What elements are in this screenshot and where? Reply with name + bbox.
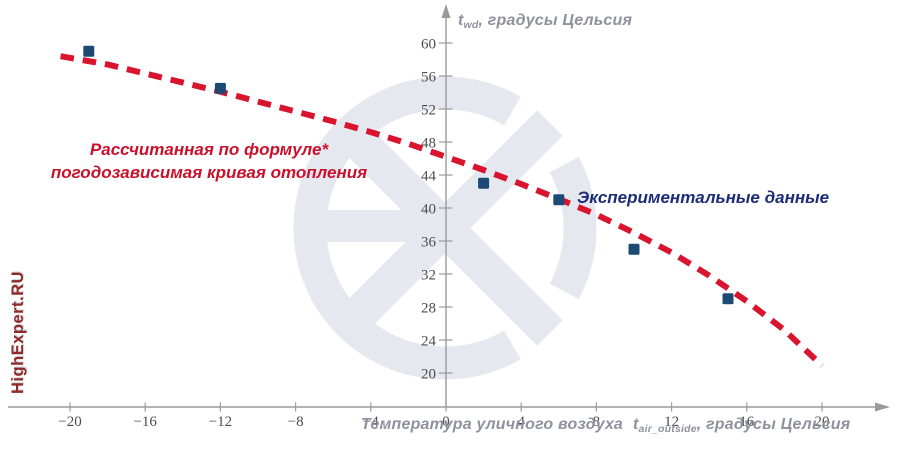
curve-annotation-line2: погодозависимая кривая отопления [50,163,368,182]
data-point-marker [553,194,565,206]
y-tick-label: 60 [421,37,436,53]
watermark-circle-arc-right [549,156,597,300]
x-axis-title-suffix: , градусы Цельсия [696,416,851,433]
x-tick-label: 20 [815,414,830,430]
y-tick-label: 32 [421,268,436,284]
x-axis-symbol: t [633,416,639,433]
y-tick-label: 36 [421,235,437,251]
y-tick-label: 40 [421,202,436,218]
data-point-marker [83,45,95,57]
x-axis-title-prefix: Температура уличного воздуха [361,416,623,433]
heating-curve-dashed-line [60,53,825,368]
x-tick-label: −20 [58,414,81,430]
data-point-marker [478,177,490,189]
series-annotation: Экспериментальные данные [577,188,830,207]
x-tick-label: 16 [739,414,755,430]
y-tick-label: 48 [421,136,436,152]
x-axis-ticks [69,402,823,412]
x-axis-title: Температура уличного воздуха tair_outside… [361,416,850,435]
y-axis-tick-labels: 20 24 28 32 36 40 44 48 52 56 60 [421,37,437,383]
x-tick-label: 0 [442,414,450,430]
y-tick-label: 24 [421,334,437,350]
y-tick-label: 52 [421,103,436,119]
x-tick-label: 4 [517,414,525,430]
y-axis-ticks [439,42,453,374]
x-axis-tick-labels: −20 −16 −12 −8 −4 0 4 8 12 16 20 [58,414,829,430]
experimental-data-points [83,45,734,305]
y-axis-symbol: t [458,12,464,29]
y-axis-title-suffix: , градусы Цельсия [478,12,633,29]
site-watermark-text: HighExpert.RU [9,271,27,394]
x-tick-label: 8 [593,414,601,430]
curve-annotation: Рассчитанная по формуле* погодозависимая… [28,138,390,184]
axes [8,4,890,412]
watermark-logo-icon [293,76,597,380]
x-tick-label: −8 [288,414,304,430]
data-point-marker [214,82,226,94]
y-axis-arrow-icon [441,4,451,18]
x-tick-label: 12 [664,414,679,430]
curve-annotation-line1: Рассчитанная по формуле* [89,140,329,159]
y-tick-label: 20 [421,367,436,383]
y-tick-label: 56 [421,70,437,86]
data-point-marker [628,243,640,255]
y-axis-title: twd, градусы Цельсия [458,12,632,31]
x-tick-label: −4 [363,414,379,430]
data-point-marker [722,293,734,305]
y-tick-label: 44 [421,169,437,185]
x-axis-symbol-subscript: air_outside [638,423,697,435]
y-axis-symbol-subscript: wd [463,19,479,31]
x-axis-arrow-icon [875,402,890,412]
x-tick-label: −12 [209,414,232,430]
y-tick-label: 28 [421,301,436,317]
watermark-cross-bar [327,110,563,346]
x-tick-label: −16 [133,414,157,430]
